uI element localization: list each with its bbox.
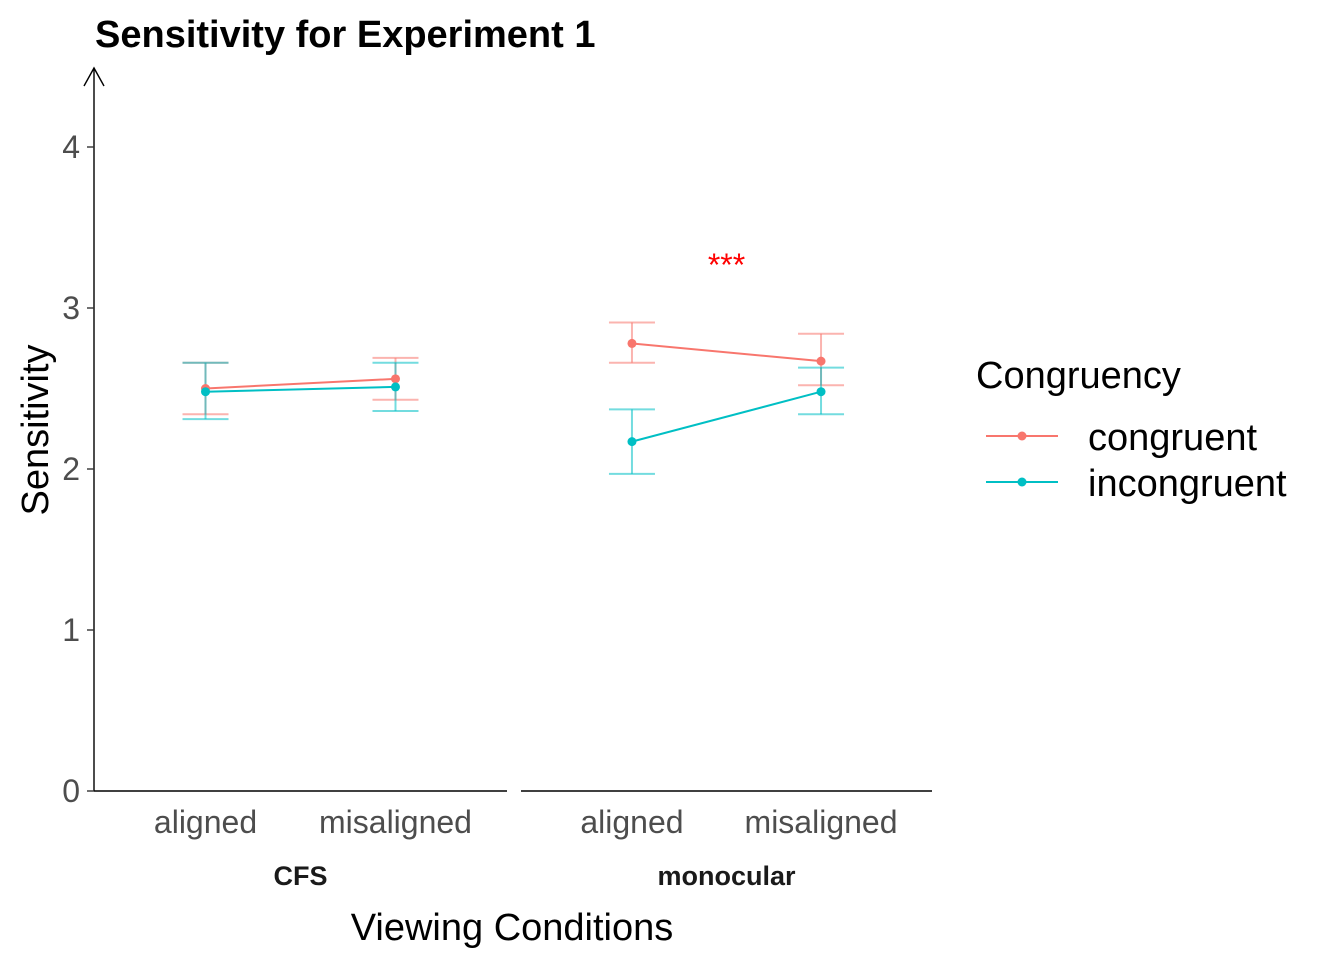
facet-label: CFS (274, 861, 328, 891)
significance-annotation: *** (708, 247, 745, 283)
legend-label-incongruent: incongruent (1088, 463, 1287, 505)
series-line-incongruent (205, 385, 396, 393)
y-axis-label: Sensitivity (15, 344, 57, 515)
x-tick-label: aligned (154, 804, 257, 840)
data-point-incongruent (627, 437, 637, 447)
y-tick-label: 2 (62, 451, 80, 487)
facet-label: monocular (657, 861, 796, 891)
x-tick-label: misaligned (745, 804, 898, 840)
y-axis-arrow (83, 66, 105, 87)
chart-title: Sensitivity for Experiment 1 (95, 14, 596, 56)
legend-label-congruent: congruent (1088, 417, 1257, 459)
data-point-congruent (627, 338, 637, 348)
x-axis-label: Viewing Conditions (351, 907, 674, 949)
y-tick-label: 4 (62, 129, 80, 165)
y-tick-label: 0 (62, 773, 80, 809)
legend-title: Congruency (976, 355, 1181, 397)
series-line-congruent (631, 342, 822, 363)
data-point-incongruent (816, 387, 826, 397)
data-point-incongruent (201, 387, 211, 397)
data-point-congruent (390, 374, 400, 384)
axes: 0 1 2 3 4 aligned misaligned CFS aligned misalign… (62, 66, 932, 891)
data-point-congruent (816, 356, 826, 366)
x-tick-label: misaligned (319, 804, 472, 840)
series-line-congruent (205, 377, 396, 390)
series-line-incongruent (631, 390, 822, 443)
data-marks: *** (182, 247, 845, 475)
data-point-incongruent (390, 382, 400, 392)
y-tick-label: 3 (62, 290, 80, 326)
y-tick-label: 1 (62, 612, 80, 648)
legend-key-point-congruent (1017, 431, 1027, 441)
legend-key-point-incongruent (1017, 477, 1027, 487)
x-tick-label: aligned (580, 804, 683, 840)
